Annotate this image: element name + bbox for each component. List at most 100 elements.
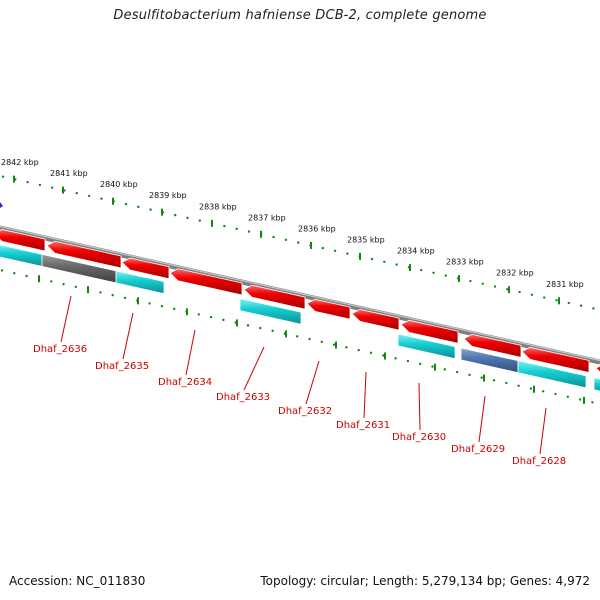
ruler-dot [432,271,435,275]
gene-block-reverse[interactable] [115,270,165,295]
ruler-dot [468,373,471,377]
ruler-dot [406,359,410,363]
map-title: Desulfitobacterium hafniense DCB-2, comp… [113,8,487,23]
ruler-label: 2831 kbp [546,280,584,289]
ruler-dot [124,202,128,206]
ruler-dot [197,313,200,316]
ruler-label: 2838 kbp [199,202,237,211]
ruler-dot [149,208,152,211]
ruler-dot [419,362,422,366]
ruler-dot [383,260,386,264]
ruler-label: 2836 kbp [298,224,336,233]
ruler-dot [75,191,79,195]
gene-leader-line [305,360,320,405]
gene-label[interactable]: Dhaf_2631 [336,420,390,431]
ruler-dot [246,324,250,327]
gene-label[interactable]: Dhaf_2634 [158,377,212,388]
ruler-dot [493,285,497,288]
ruler-dot [567,301,570,305]
ruler-dot [1,175,5,178]
gene-arrow-forward[interactable] [243,284,306,310]
ruler-dot [394,357,397,360]
gene-arrow-forward[interactable] [595,364,600,377]
gene-arrow-forward[interactable] [351,308,400,331]
ruler-label: 2839 kbp [149,191,187,200]
ruler-dot [198,219,201,222]
gene-block-reverse[interactable] [397,333,456,360]
gene-arrow-forward[interactable] [306,298,351,320]
ruler-dot [455,370,459,374]
gene-label[interactable]: Dhaf_2628 [512,456,566,467]
gene-label[interactable]: Dhaf_2632 [278,406,332,417]
topology-text: Topology: circular; Length: 5,279,134 bp… [260,574,590,588]
gene-leader-line [363,371,367,419]
gene-label[interactable]: Dhaf_2636 [33,344,87,355]
genome-backbone-highlight [0,225,600,362]
gene-leader-line [185,329,196,376]
ruler-dot [370,257,374,261]
gene-arrow-forward[interactable] [46,240,122,269]
ruler-dot [222,318,225,322]
offscreen-marker-icon [0,202,3,208]
ruler-dot [345,346,348,349]
ruler-dot [332,343,336,346]
gene-block-reverse[interactable] [517,360,587,389]
gene-arrow-forward[interactable] [521,346,590,374]
ruler-dot [346,252,349,255]
gene-label[interactable]: Dhaf_2629 [451,444,505,455]
gene-arrow-forward[interactable] [121,257,170,280]
ruler-dot [13,271,16,275]
accession-text: Accession: NC_011830 [9,574,146,588]
ruler-label: 2833 kbp [446,257,484,266]
ruler-dot [444,274,447,277]
ruler-dot [481,282,484,285]
ruler-dot [25,274,28,278]
gene-track [0,229,600,394]
ruler-dot [297,241,300,244]
gene-arrow-forward[interactable] [400,319,459,344]
ruler-dot [99,291,102,294]
gene-leader-line [243,346,265,391]
ruler-dot [160,304,164,308]
ruler-dot [26,180,29,184]
gene-block-reverse[interactable] [593,377,600,394]
genome-backbone [0,225,600,365]
ruler-dot [0,269,4,272]
gene-arrow-forward[interactable] [169,268,243,296]
ruler-dot [395,263,398,266]
ruler-dot [308,337,311,341]
ruler-dot [480,376,483,379]
ruler-dot [51,186,54,189]
ruler-label: 2842 kbp [1,158,39,167]
ruler-inner [0,269,594,404]
ruler-dot [272,235,275,239]
gene-arrow-forward[interactable] [0,229,46,252]
gene-leader-line [418,382,421,431]
ruler-dot [50,280,53,283]
gene-label[interactable]: Dhaf_2635 [95,361,149,372]
gene-arrow-forward[interactable] [463,333,522,358]
ruler-label: 2832 kbp [496,269,534,278]
ruler-dot [321,246,324,250]
ruler-dot [578,398,582,401]
gene-leader-line [60,295,72,343]
ruler-dot [420,268,423,272]
ruler-dot [592,307,595,310]
ruler-dot [529,387,533,390]
ruler-dot [382,354,385,357]
ruler-dot [542,390,545,393]
ruler-dot [443,368,446,371]
ruler-dot [518,290,521,294]
gene-label[interactable]: Dhaf_2633 [216,392,270,403]
ruler-label: 2835 kbp [347,235,385,244]
ruler-dot [100,197,103,200]
ruler-dot [296,335,299,338]
ruler-dot [469,279,472,283]
ruler-dot [38,183,42,187]
gene-label[interactable]: Dhaf_2630 [392,432,446,443]
gene-block-reverse[interactable] [239,298,302,325]
ruler-dot [506,288,509,291]
ruler-dot [554,392,557,396]
ruler-dot [543,296,546,299]
